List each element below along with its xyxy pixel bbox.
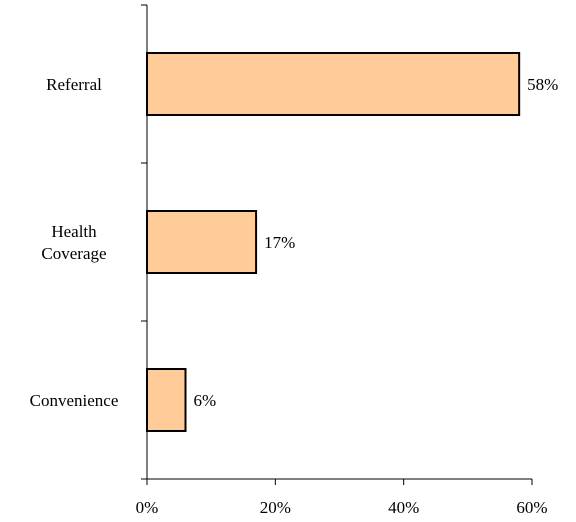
category-label-line: Referral [46, 75, 102, 94]
category-label: Referral [46, 75, 102, 94]
bar [146, 210, 258, 274]
data-label: 17% [264, 233, 295, 252]
data-label: 58% [527, 75, 558, 94]
x-tick-label: 40% [388, 498, 419, 517]
bar [146, 52, 521, 116]
data-label: 6% [194, 391, 217, 410]
category-label-line: Health [51, 222, 97, 241]
bar [146, 368, 187, 432]
category-label: Convenience [30, 391, 119, 410]
chart-labels: 0% 20% 40% 60% 58% Referral 17% Health Coverage 6… [30, 75, 559, 517]
chart-bars [146, 52, 521, 432]
category-label-line: Coverage [41, 244, 106, 263]
category-label-line: Convenience [30, 391, 119, 410]
category-label: Health Coverage [41, 222, 106, 263]
x-tick-label: 20% [260, 498, 291, 517]
x-tick-label: 0% [136, 498, 159, 517]
x-tick-label: 60% [516, 498, 547, 517]
